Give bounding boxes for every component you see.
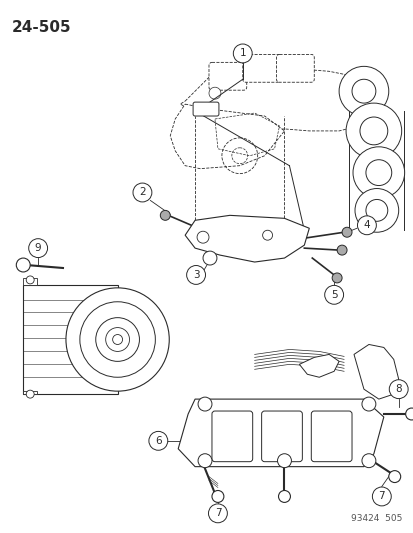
FancyBboxPatch shape: [23, 285, 117, 394]
Circle shape: [331, 273, 341, 283]
Circle shape: [197, 397, 211, 411]
Text: 7: 7: [377, 491, 384, 502]
Polygon shape: [353, 344, 398, 399]
Text: 3: 3: [192, 270, 199, 280]
Circle shape: [160, 211, 170, 220]
Circle shape: [365, 160, 391, 185]
Circle shape: [26, 390, 34, 398]
FancyBboxPatch shape: [261, 411, 301, 462]
Circle shape: [324, 285, 343, 304]
FancyBboxPatch shape: [211, 411, 252, 462]
Circle shape: [262, 230, 272, 240]
Circle shape: [233, 44, 252, 63]
Text: 1: 1: [239, 49, 245, 59]
Circle shape: [209, 87, 221, 99]
Polygon shape: [180, 66, 378, 131]
FancyBboxPatch shape: [276, 54, 313, 82]
Circle shape: [197, 454, 211, 467]
Text: 2: 2: [139, 188, 145, 198]
Circle shape: [133, 183, 152, 202]
Text: 24-505: 24-505: [11, 20, 71, 35]
Circle shape: [208, 504, 227, 523]
Circle shape: [26, 276, 34, 284]
Circle shape: [356, 216, 375, 235]
Text: 4: 4: [363, 220, 369, 230]
FancyBboxPatch shape: [192, 102, 218, 116]
Polygon shape: [23, 391, 37, 394]
Polygon shape: [299, 354, 338, 377]
Circle shape: [352, 147, 404, 198]
Circle shape: [345, 103, 401, 159]
Circle shape: [336, 245, 346, 255]
Circle shape: [278, 490, 290, 503]
Circle shape: [338, 66, 388, 116]
Text: 8: 8: [394, 384, 401, 394]
FancyBboxPatch shape: [209, 62, 246, 90]
Circle shape: [341, 227, 351, 237]
Circle shape: [405, 408, 413, 420]
Circle shape: [361, 454, 375, 467]
Circle shape: [149, 431, 167, 450]
Circle shape: [28, 239, 47, 257]
Circle shape: [112, 335, 122, 344]
Circle shape: [388, 471, 400, 482]
Circle shape: [66, 288, 169, 391]
Circle shape: [211, 490, 223, 503]
Circle shape: [95, 318, 139, 361]
Circle shape: [365, 199, 387, 221]
FancyBboxPatch shape: [311, 411, 351, 462]
Text: 93424  505: 93424 505: [351, 514, 402, 523]
Circle shape: [361, 397, 375, 411]
Circle shape: [388, 379, 407, 399]
Text: 9: 9: [35, 243, 41, 253]
Circle shape: [202, 251, 216, 265]
Polygon shape: [185, 215, 309, 262]
Circle shape: [186, 265, 205, 285]
Circle shape: [105, 328, 129, 351]
Polygon shape: [170, 104, 284, 168]
Circle shape: [80, 302, 155, 377]
Text: 5: 5: [330, 290, 337, 300]
Circle shape: [16, 258, 30, 272]
Polygon shape: [178, 399, 383, 467]
Circle shape: [359, 117, 387, 145]
Polygon shape: [23, 278, 37, 285]
FancyBboxPatch shape: [242, 54, 280, 82]
Circle shape: [277, 454, 291, 467]
Text: 6: 6: [154, 436, 161, 446]
Text: 7: 7: [214, 508, 221, 518]
Circle shape: [354, 189, 398, 232]
Circle shape: [371, 487, 390, 506]
Circle shape: [351, 79, 375, 103]
Circle shape: [197, 231, 209, 243]
